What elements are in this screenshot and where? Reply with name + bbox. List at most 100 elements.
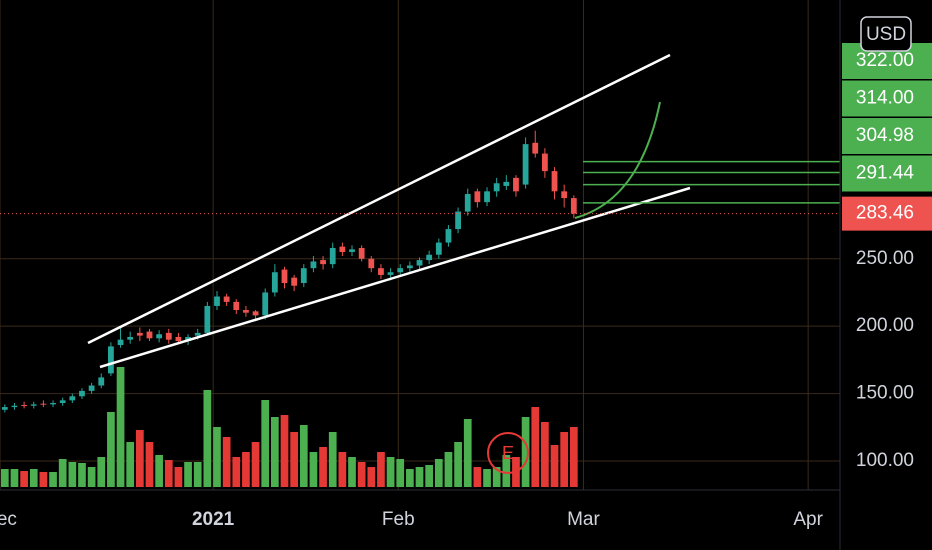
lower-trendline — [99, 186, 691, 369]
last-price-label: 283.46 — [856, 203, 914, 224]
volume-bar — [319, 447, 327, 487]
candle-body — [561, 191, 568, 199]
axes: 100.00 150.00 200.00 250.00 Dec 2021 Feb Mar Apr… — [0, 43, 932, 530]
volume-bar — [135, 430, 144, 487]
volume-bar — [203, 390, 212, 487]
volume-bar — [357, 462, 366, 487]
volume-bar — [78, 463, 86, 487]
candle-body — [474, 191, 481, 203]
candle-body — [484, 191, 490, 203]
y-tick-label: 250.00 — [856, 248, 914, 269]
volume-bar — [348, 457, 356, 487]
volume-bar — [560, 432, 569, 487]
volume-bar — [242, 452, 250, 487]
volume-bar — [164, 460, 173, 487]
candle-body — [503, 181, 510, 186]
candle-body — [98, 377, 105, 386]
earnings-circle — [487, 432, 529, 474]
candle-body — [204, 305, 211, 333]
volume-bar — [10, 469, 19, 487]
volume-bar — [569, 427, 578, 487]
candle-body — [252, 311, 259, 316]
price-tag — [842, 155, 932, 192]
price-tag-label: 314.00 — [856, 88, 914, 109]
candle-body — [281, 269, 288, 284]
candle-body — [165, 332, 172, 340]
currency-button[interactable] — [860, 16, 912, 52]
volume-bar — [521, 417, 530, 487]
volume-bar — [0, 469, 9, 487]
candle-layer — [1, 130, 577, 413]
candle-body — [416, 260, 423, 266]
candle-body — [108, 346, 114, 374]
price-tag-label: 304.98 — [856, 125, 914, 146]
volume-bar — [367, 467, 376, 487]
candle-body — [329, 247, 336, 265]
volume-bar — [29, 469, 38, 487]
volume-bar — [68, 462, 77, 487]
volume-bar — [531, 407, 540, 487]
x-tick-label: Mar — [567, 509, 600, 530]
volume-bar — [193, 462, 202, 487]
candle-body — [368, 258, 375, 269]
volume-bar — [386, 457, 395, 487]
candle-body — [455, 211, 461, 230]
candle-body — [175, 336, 182, 342]
volume-bar — [290, 432, 299, 487]
candle-body — [214, 296, 220, 306]
last-price-tag — [842, 196, 932, 231]
candle-body — [339, 246, 346, 253]
volume-bar — [415, 467, 424, 487]
volume-bar — [20, 471, 28, 487]
candle-body — [223, 296, 230, 302]
candle-body — [493, 183, 500, 192]
candle-body — [551, 171, 558, 192]
volume-bar — [444, 452, 453, 487]
candle-body — [532, 142, 539, 154]
candle-body — [320, 260, 326, 265]
volume-bar — [39, 472, 48, 487]
volume-bar — [550, 445, 559, 487]
candle-body — [300, 268, 307, 284]
volume-bar — [454, 442, 462, 487]
candle-body — [464, 194, 471, 212]
candle-body — [522, 144, 529, 185]
y-tick-label: 200.00 — [856, 315, 914, 336]
candle-body — [88, 385, 95, 391]
price-tag — [842, 80, 932, 117]
candle-body — [136, 332, 143, 336]
volume-bar — [49, 472, 57, 487]
volume-bar — [97, 457, 106, 487]
candle-body — [262, 292, 269, 316]
currency-label: USD — [866, 24, 906, 45]
upper-trendline — [87, 53, 671, 345]
volume-bar — [232, 457, 241, 487]
volume-bar — [155, 455, 163, 487]
candle-body — [21, 405, 28, 407]
drawings — [87, 53, 691, 369]
candle-body — [426, 254, 433, 261]
volume-bar — [463, 419, 472, 487]
volume-bar — [213, 427, 221, 487]
candle-body — [435, 242, 442, 255]
candle-body — [406, 265, 413, 269]
volume-bar — [270, 417, 279, 487]
candle-body — [40, 403, 47, 405]
x-tick-label: Apr — [793, 509, 823, 530]
volume-bar — [145, 442, 154, 487]
volume-bar — [116, 367, 125, 487]
earnings-label: E — [502, 443, 514, 463]
candle-body — [59, 400, 66, 404]
candle-body — [349, 249, 355, 253]
projection-arc — [574, 101, 661, 219]
candle-body — [271, 272, 278, 293]
volume-bar — [261, 400, 270, 487]
volume-bar — [251, 442, 260, 487]
candle-body — [30, 404, 37, 406]
candle-body — [1, 407, 8, 410]
volume-bar — [541, 422, 549, 487]
candle-body — [11, 405, 18, 408]
candle-body — [291, 277, 298, 286]
candle-body — [570, 198, 577, 214]
